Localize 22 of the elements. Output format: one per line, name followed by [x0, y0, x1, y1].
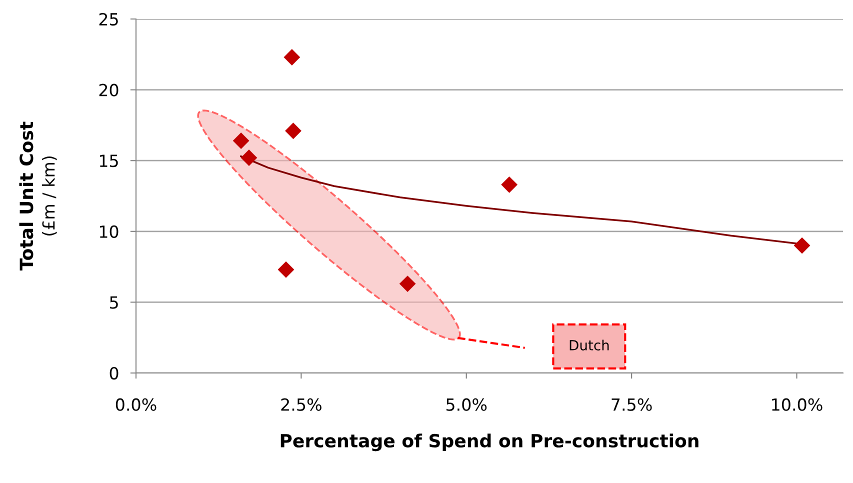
- y-axis-title: Total Unit Cost (£m / km): [19, 122, 57, 271]
- y-tick-label: 20: [99, 84, 118, 96]
- y-tick-label: 0: [110, 366, 118, 380]
- x-tick-label: 10.0%: [772, 398, 822, 411]
- annotation: Dutch: [570, 340, 609, 350]
- x-tick-label: 5.0%: [446, 398, 487, 411]
- point: [232, 132, 250, 149]
- y-tick-label: 10: [100, 225, 118, 238]
- point: [278, 261, 294, 278]
- y-tick-label: 5: [110, 296, 118, 309]
- x-tick-label: 0.0%: [116, 398, 156, 411]
- x-axis-title: Percentage of Spend on Pre-construction: [280, 434, 698, 452]
- point: [284, 49, 300, 66]
- point: [794, 237, 810, 254]
- point: [501, 176, 518, 193]
- y-tick-label: 25: [99, 12, 118, 26]
- x-tick-label: 7.5%: [612, 398, 652, 411]
- x-tick-label: 2.5%: [281, 398, 322, 411]
- point: [240, 150, 258, 166]
- point: [285, 122, 302, 140]
- y-tick-label: 15: [100, 154, 118, 168]
- point: [399, 276, 416, 292]
